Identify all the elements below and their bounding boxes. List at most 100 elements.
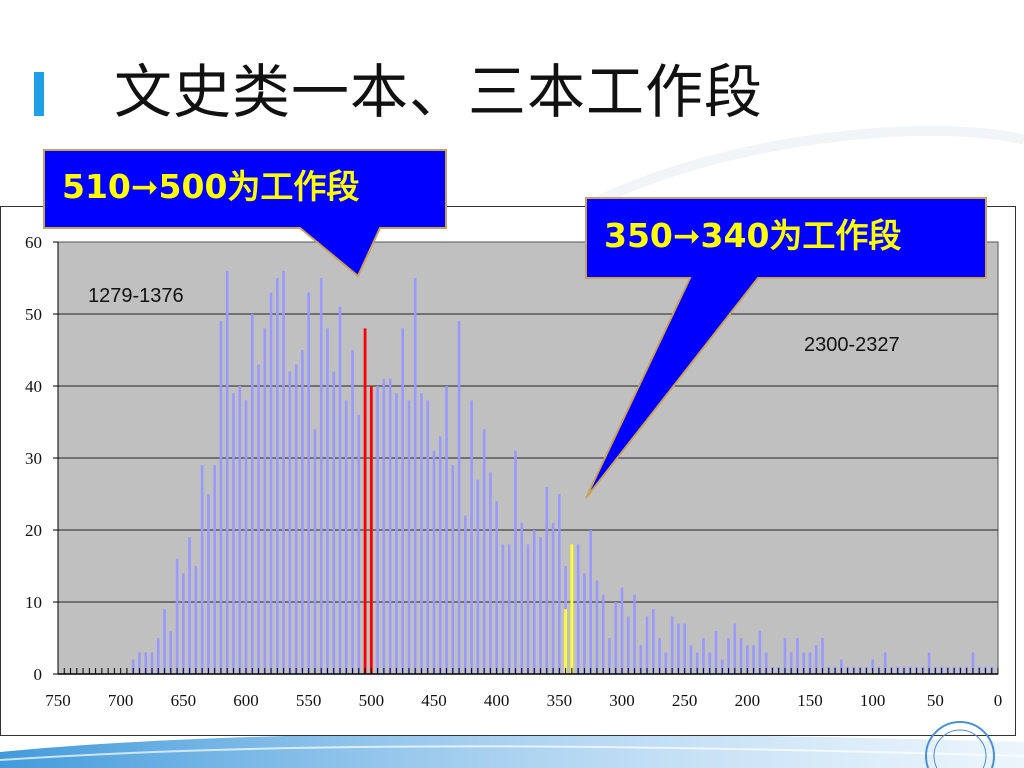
histogram-bar (464, 515, 467, 674)
histogram-bar (470, 400, 473, 674)
histogram-bar (814, 645, 818, 674)
histogram-bar (526, 544, 530, 674)
histogram-bar (344, 400, 348, 674)
y-tick-label: 40 (25, 377, 42, 396)
histogram-bar (802, 652, 806, 674)
histogram-bar (182, 573, 185, 674)
range-label-right: 2300-2327 (804, 334, 900, 356)
histogram-bar (332, 371, 336, 674)
histogram-bar (626, 616, 630, 674)
histogram-bar (714, 630, 718, 674)
histogram-bar (495, 501, 498, 674)
histogram-bar (282, 270, 285, 674)
histogram-bar (219, 321, 223, 674)
y-tick-label: 20 (25, 521, 42, 540)
histogram-bar (783, 638, 787, 674)
histogram-bar (382, 378, 386, 674)
histogram-bar (338, 306, 342, 674)
histogram-bar (670, 616, 674, 674)
x-tick-label: 700 (108, 691, 134, 710)
histogram-bar (695, 652, 699, 674)
marker-bar (564, 609, 567, 674)
histogram-bar (301, 350, 304, 674)
histogram-bar (426, 400, 430, 674)
histogram-bar (532, 530, 536, 674)
histogram-bar (733, 623, 737, 674)
histogram-bar (677, 623, 680, 674)
histogram-bar (702, 638, 705, 674)
histogram-bar (720, 659, 724, 674)
histogram-bar (601, 594, 605, 674)
histogram-bar (144, 652, 148, 674)
histogram-bar (789, 652, 793, 674)
histogram-bar (138, 652, 141, 674)
histogram-bar (188, 537, 191, 674)
x-tick-label: 750 (45, 691, 71, 710)
histogram-bar (689, 645, 693, 674)
histogram-bar (225, 270, 229, 674)
callout-right-box (585, 197, 987, 499)
x-tick-label: 150 (797, 691, 823, 710)
histogram-bar (752, 645, 755, 674)
x-tick-label: 350 (547, 691, 573, 710)
histogram-bar (150, 652, 154, 674)
histogram-bar (482, 429, 486, 674)
histogram-bar (727, 638, 730, 674)
histogram-bar (708, 652, 712, 674)
histogram-bar (288, 371, 292, 674)
bars (131, 270, 994, 674)
y-tick-label: 10 (25, 593, 42, 612)
histogram-bar (796, 638, 799, 674)
callout-left-box (43, 149, 447, 278)
histogram-bar (608, 638, 611, 674)
histogram-bar (326, 328, 329, 674)
histogram-bar (438, 436, 442, 674)
histogram-bar (620, 587, 624, 674)
school-emblem (925, 721, 995, 768)
axes: 750 700 650 600 550 500 450 400 350 300 250 200 150 1… (25, 233, 1002, 710)
histogram-bar (664, 652, 668, 674)
histogram-bar (156, 638, 160, 674)
x-tick-label: 100 (860, 691, 886, 710)
histogram-bar (558, 494, 561, 674)
histogram-bar (476, 479, 480, 674)
histogram-bar (163, 609, 166, 674)
histogram-bar (451, 465, 455, 674)
histogram-bar (175, 558, 179, 674)
histogram-bar (808, 652, 812, 674)
histogram-bar (583, 573, 586, 674)
histogram-bar (507, 544, 511, 674)
histogram-bar (269, 292, 273, 674)
histogram-bar (739, 638, 743, 674)
callout-right-text: 350➞340为工作段 (604, 216, 901, 255)
histogram-bar (388, 378, 392, 674)
histogram-bar (244, 400, 248, 674)
histogram-bar (213, 465, 216, 674)
histogram-bar (514, 450, 517, 674)
x-tick-label: 550 (296, 691, 322, 710)
x-tick-label: 600 (233, 691, 259, 710)
histogram-bar (232, 393, 235, 674)
marker-bars (363, 328, 574, 674)
x-tick-label: 200 (735, 691, 761, 710)
histogram-bar (652, 609, 655, 674)
histogram-bar (871, 659, 874, 674)
histogram-bar (658, 638, 661, 674)
histogram-bar (539, 537, 542, 674)
histogram-bar (238, 386, 242, 674)
histogram-bar (927, 652, 931, 674)
histogram-bar (457, 321, 461, 674)
x-tick-label: 300 (609, 691, 635, 710)
histogram-bar (614, 602, 618, 674)
histogram-bar (821, 638, 824, 674)
y-tick-label: 60 (25, 233, 42, 252)
histogram-bar (746, 645, 749, 674)
histogram-bar (407, 400, 411, 674)
x-tick-label: 500 (359, 691, 385, 710)
histogram-bar (445, 386, 448, 674)
histogram-bar (357, 414, 361, 674)
histogram-bar (840, 659, 843, 674)
slide-title: 文史类一本、三本工作段 (114, 58, 764, 126)
marker-bar (570, 544, 574, 674)
